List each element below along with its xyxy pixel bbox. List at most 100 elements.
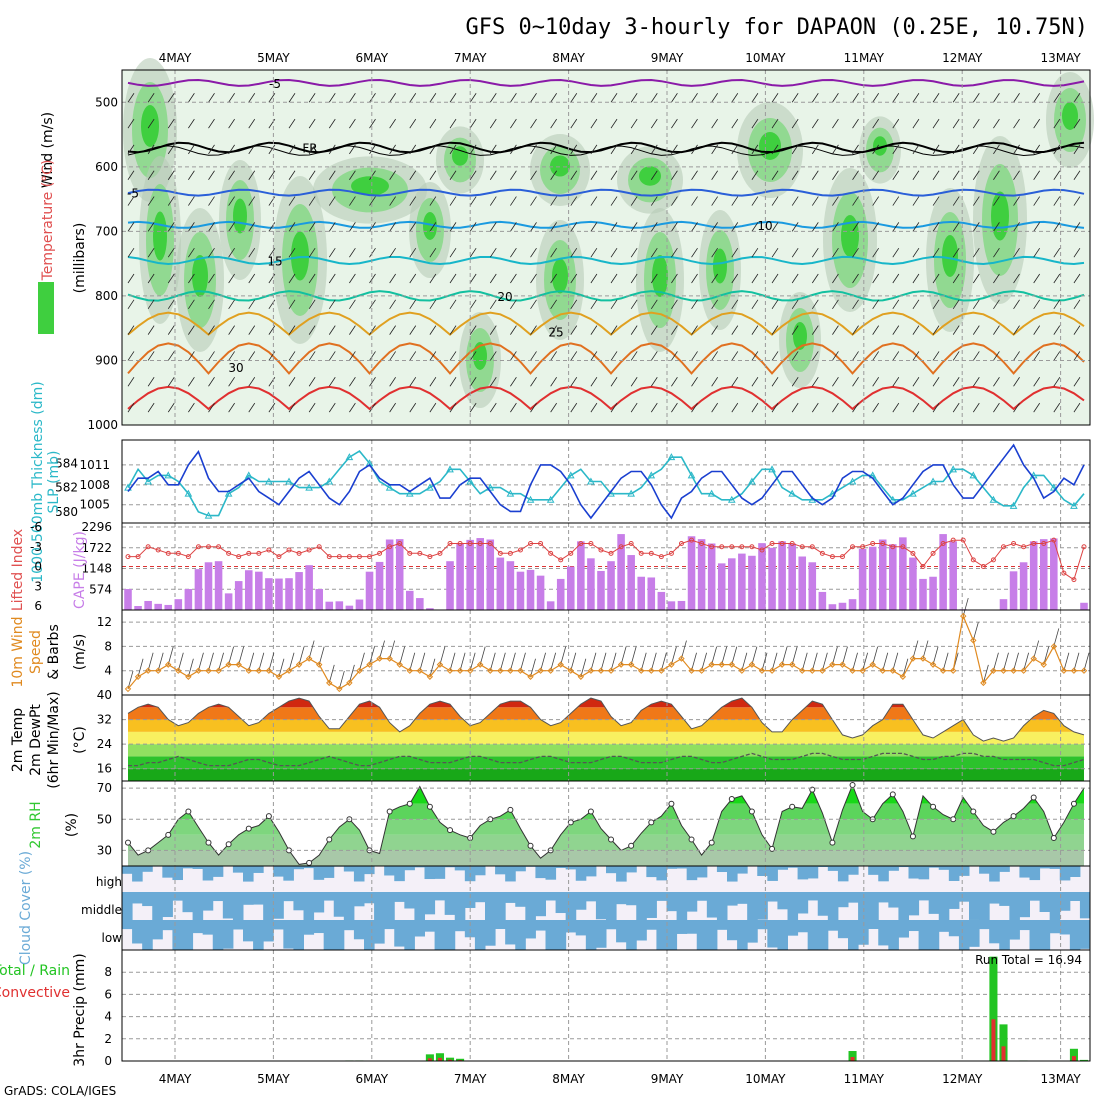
- cloud-bar: [636, 920, 647, 941]
- li-point: [417, 550, 423, 556]
- cloud-bar: [837, 892, 849, 908]
- wind-barb: [1033, 640, 1040, 659]
- wind-barb: [570, 144, 578, 155]
- cloud-bar: [394, 920, 405, 947]
- cape-bar: [748, 555, 756, 610]
- wind-speed-point: [839, 661, 846, 668]
- wind-barb: [228, 222, 235, 232]
- cape-bar: [728, 558, 736, 610]
- wind-barb: [489, 196, 497, 206]
- cloud-bar: [394, 892, 405, 902]
- cloud-bar: [485, 920, 496, 946]
- precip-total-bar: [848, 1051, 857, 1061]
- cloud-bar: [505, 892, 516, 903]
- wind-barb: [1033, 299, 1041, 310]
- cloud-bar: [646, 866, 657, 878]
- wind-speed-point: [768, 667, 776, 674]
- wind-barb: [127, 377, 135, 387]
- cloud-bar: [495, 866, 506, 875]
- thickness-point: [989, 495, 998, 503]
- wind-speed-point: [829, 661, 836, 668]
- wind-barb: [952, 351, 960, 361]
- wind-barb: [1053, 247, 1061, 258]
- wind-barb: [268, 652, 275, 671]
- cape-bar: [858, 548, 867, 610]
- rh-point: [587, 808, 594, 815]
- wind-barb: [228, 402, 235, 413]
- cloud-bar: [374, 920, 385, 944]
- wind-speed-point: [245, 667, 252, 674]
- wind10m-units: (m/s): [72, 634, 88, 671]
- precip-total-bar: [999, 1024, 1008, 1061]
- wind-barb: [530, 144, 537, 155]
- rh-contour-peak: [452, 146, 468, 166]
- wind-barb: [691, 377, 698, 387]
- cloud-bar: [747, 892, 758, 920]
- cloud-bar: [293, 892, 304, 911]
- thickness-point: [647, 471, 656, 479]
- wind-barb: [721, 646, 728, 665]
- wind-barb: [530, 93, 537, 103]
- wind-barb: [610, 652, 617, 671]
- wind-barb: [389, 93, 396, 103]
- temp-band: [128, 698, 1084, 708]
- wind-barb: [187, 658, 194, 677]
- wind-barb: [238, 646, 245, 665]
- wind-barb: [1083, 652, 1090, 671]
- wind-barb: [228, 118, 235, 129]
- li-point: [185, 554, 191, 560]
- rh-point: [889, 791, 896, 798]
- pressure-units-label: (millibars): [72, 223, 88, 294]
- cloud-bar: [303, 892, 315, 920]
- wind-barb: [832, 222, 839, 232]
- cloud-bar: [767, 866, 778, 881]
- wind-barb: [952, 299, 960, 310]
- cloud-bar: [898, 920, 909, 938]
- wind-barb: [811, 325, 819, 335]
- wind-barb: [308, 144, 316, 155]
- wind-barb: [349, 664, 355, 683]
- rh-point: [205, 839, 212, 846]
- chart-title: GFS 0~10day 3-hourly for DAPAON (0.25E, …: [465, 15, 1088, 40]
- cloud-bar: [837, 866, 849, 882]
- cloud-bar: [1039, 866, 1051, 869]
- wind-barb: [852, 93, 859, 103]
- cloud-bar: [353, 920, 365, 940]
- cape-bar: [637, 576, 646, 610]
- wind-barb: [791, 247, 799, 258]
- wind-barb: [208, 325, 215, 335]
- wind-barb: [731, 93, 739, 103]
- wind-barb: [912, 273, 920, 284]
- rh-point: [245, 825, 252, 832]
- wind-barb: [308, 402, 316, 413]
- wind-barb: [167, 325, 175, 335]
- isotherm-line: [127, 385, 1085, 411]
- cloud-bar: [333, 920, 345, 950]
- wind-speed-point: [205, 667, 212, 674]
- wind-barb: [520, 652, 526, 671]
- thickness-point: [184, 489, 193, 497]
- cape-bar: [949, 541, 957, 610]
- rh-contour-peak: [291, 231, 309, 281]
- cape-bar: [405, 590, 414, 610]
- wind-barb: [671, 377, 678, 387]
- wind-barb: [912, 377, 920, 387]
- wind-barb: [308, 247, 316, 258]
- wind-barb: [731, 247, 739, 258]
- cloud-high-label: high: [96, 875, 122, 889]
- cape-bar: [395, 539, 404, 610]
- wind-barb: [872, 646, 879, 665]
- wind-barb: [580, 658, 587, 677]
- cloud-bar: [535, 892, 546, 917]
- cloud-bar: [384, 920, 395, 930]
- wind-barb: [369, 118, 376, 129]
- wind-barb: [570, 247, 578, 258]
- wind-speed-point: [225, 661, 232, 668]
- wind-barb: [328, 351, 336, 361]
- wind-barb: [852, 118, 859, 129]
- wind-speed-point: [668, 661, 675, 668]
- wind-barb: [328, 93, 336, 103]
- cloud-bar: [313, 866, 325, 880]
- x-tick-label-bottom: 4MAY: [159, 1072, 192, 1086]
- isotherm-label: 30: [228, 361, 243, 375]
